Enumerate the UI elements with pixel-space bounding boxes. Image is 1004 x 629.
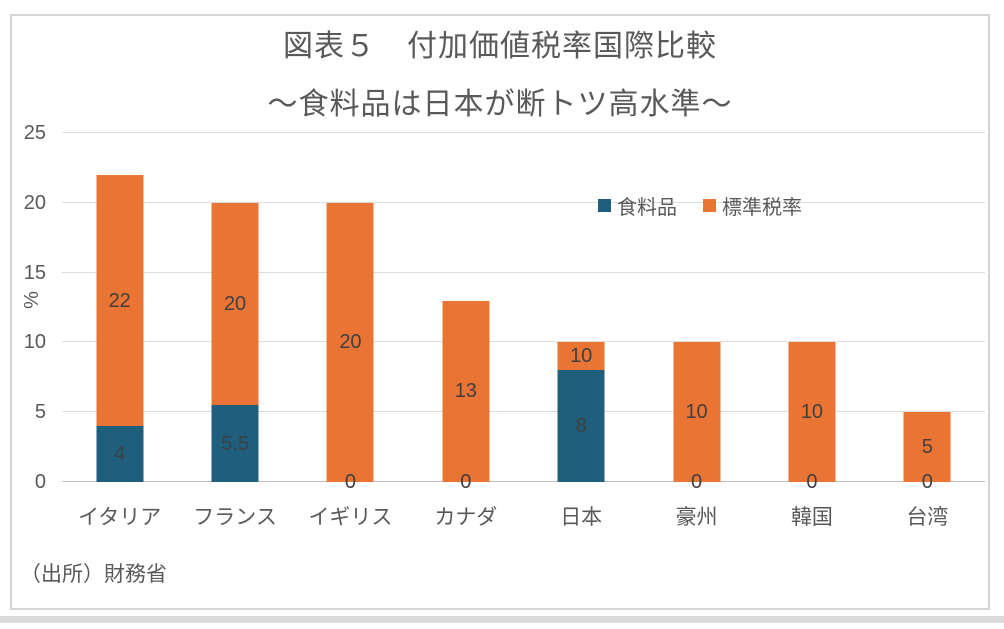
bar-label-standard: 20 — [339, 331, 362, 354]
bar-label-food: 4 — [114, 443, 126, 466]
bar-segment-standard — [326, 202, 374, 482]
bar-label-standard: 20 — [223, 293, 247, 316]
gridline — [62, 132, 985, 133]
bar-segment-food — [211, 405, 259, 482]
legend-swatch-standard-icon — [703, 199, 716, 212]
bar-slot: 13 0 — [408, 133, 523, 493]
bar-label-food: 0 — [921, 471, 933, 493]
x-axis-line — [62, 481, 985, 482]
bar-label-food: 0 — [806, 471, 818, 493]
y-axis-ticks: 0 5 10 15 20 25 — [12, 122, 46, 493]
bar-slot: 10 8 — [524, 133, 639, 482]
legend: 食料品 標準税率 — [598, 191, 802, 220]
y-tick-label: 5 — [34, 401, 46, 424]
bar-label-standard: 13 — [454, 380, 477, 403]
category-label: 韓国 — [790, 506, 833, 529]
category-label: 台湾 — [906, 506, 949, 529]
y-tick-label: 10 — [23, 331, 46, 354]
category-label: イギリス — [308, 506, 393, 529]
legend-item-food: 食料品 — [598, 191, 677, 220]
gridline — [62, 271, 985, 273]
y-tick-label: 25 — [23, 122, 46, 144]
chart-title: 図表５ 付加価値税率国際比較 ～食料品は日本が断トツ高水準～ — [12, 18, 988, 134]
legend-label-food: 食料品 — [617, 197, 677, 219]
chart-title-line1: 図表５ 付加価値税率国際比較 — [283, 30, 717, 63]
bar-label-standard: 10 — [570, 345, 593, 368]
bar-label-standard: 10 — [800, 401, 824, 424]
bar-label-food: 0 — [344, 471, 356, 493]
category-label: 日本 — [560, 506, 603, 529]
bar-segment-standard — [442, 300, 490, 482]
gridline — [62, 341, 985, 343]
x-axis-labels: イタリア フランス イギリス カナダ 日本 豪州 韓国 台湾 — [62, 503, 985, 533]
bar-label-food: 0 — [460, 471, 472, 493]
legend-label-standard: 標準税率 — [722, 197, 802, 219]
bar-segment-standard — [788, 342, 836, 482]
source-note: （出所）財務省 — [20, 563, 167, 586]
chart-title-line2: ～食料品は日本が断トツ高水準～ — [267, 88, 733, 121]
plot-area: 22 4 20 5.5 20 0 13 0 10 8 10 0 10 0 5 0 — [62, 132, 985, 493]
bar-label-food: 5.5 — [221, 432, 249, 455]
bar-label-food: 0 — [691, 471, 703, 493]
category-label: 豪州 — [675, 506, 718, 529]
legend-swatch-food-icon — [598, 199, 611, 212]
gridline — [62, 411, 985, 413]
category-label: イタリア — [78, 506, 162, 529]
bar-segment-food — [557, 370, 605, 482]
bar-label-standard: 22 — [108, 289, 131, 312]
bar-segment-standard — [903, 412, 951, 482]
bar-segment-food — [96, 426, 144, 482]
y-tick-label: 0 — [34, 471, 46, 493]
bar-slot: 20 0 — [293, 133, 408, 493]
bar-slot: 20 5.5 — [177, 133, 292, 482]
legend-item-standard: 標準税率 — [703, 191, 802, 220]
bar-slot: 22 4 — [62, 133, 177, 482]
category-label: フランス — [193, 506, 277, 529]
y-tick-label: 20 — [23, 191, 46, 214]
bar-label-standard: 5 — [921, 436, 933, 459]
y-tick-label: 15 — [23, 261, 46, 284]
chart-frame: 図表５ 付加価値税率国際比較 ～食料品は日本が断トツ高水準～ 食料品 標準税率 … — [10, 14, 990, 610]
bar-slot: 10 0 — [639, 133, 754, 493]
bar-slot: 10 0 — [754, 133, 869, 493]
bar-segment-standard — [673, 342, 721, 482]
bar-label-food: 8 — [575, 415, 587, 438]
bar-label-standard: 10 — [685, 401, 708, 424]
category-label: カナダ — [434, 506, 498, 529]
gridline — [62, 201, 985, 203]
bottom-edge-band — [0, 616, 1004, 623]
